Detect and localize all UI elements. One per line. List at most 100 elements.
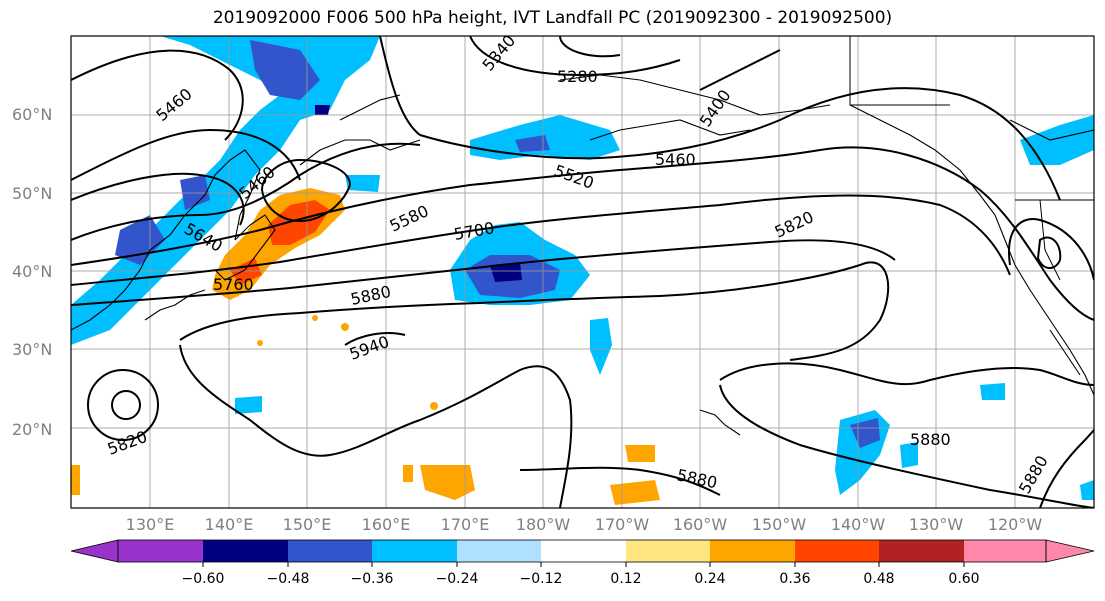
graticule — [71, 36, 1094, 508]
map-title: 2019092000 F006 500 hPa height, IVT Land… — [212, 8, 893, 28]
colorbar-tick-label: 0.36 — [779, 571, 811, 587]
contour-line — [87, 369, 159, 441]
contour-label: 5460 — [152, 84, 195, 125]
contour-label: 5820 — [772, 207, 817, 241]
contour-label: 5880 — [675, 465, 719, 492]
contour-line — [559, 36, 621, 58]
map-frame — [70, 35, 1095, 509]
height-contours — [71, 36, 1094, 508]
contour-line — [71, 49, 244, 141]
contour-label: 5880 — [1015, 452, 1052, 497]
coastlines — [71, 74, 1094, 436]
colorbar-tick-label: −0.36 — [350, 571, 394, 587]
colorbar-swatch — [541, 540, 626, 562]
longitude-label: 170°W — [594, 515, 650, 534]
ivt-positive-region — [268, 200, 330, 245]
contour-line — [1039, 429, 1094, 508]
ivt-positive-region — [610, 480, 660, 505]
colorbar-tick-label: −0.60 — [181, 571, 225, 587]
colorbar-tick-label: 0.12 — [610, 571, 642, 587]
latitude-label: 30°N — [12, 340, 53, 359]
contour-label: 5880 — [910, 430, 951, 449]
latitude-label: 60°N — [12, 105, 53, 124]
ivt-negative-region — [345, 175, 380, 192]
contour-line — [1008, 218, 1094, 281]
ivt-negative-region — [1020, 115, 1094, 165]
colorbar-swatch — [964, 540, 1046, 562]
ivt-positive-region — [71, 465, 80, 495]
latitude-label: 40°N — [12, 262, 53, 281]
contour-line — [111, 390, 141, 420]
colorbar-extend-high — [1045, 539, 1095, 563]
colorbar-tick-label: −0.12 — [519, 571, 563, 587]
contour-line — [179, 261, 890, 361]
colorbar-swatch — [626, 540, 710, 562]
longitude-label: 160°E — [361, 515, 411, 534]
contour-label: 5820 — [105, 427, 150, 459]
colorbar-tick-label: −0.24 — [435, 571, 479, 587]
ivt-positive-region — [312, 315, 318, 321]
longitude-label: 180°W — [515, 515, 571, 534]
ivt-shading — [71, 36, 1094, 505]
boundaries — [849, 36, 1094, 281]
colorbar-swatch — [795, 540, 879, 562]
colorbar-swatch — [710, 540, 795, 562]
longitude-label: 130°W — [908, 515, 964, 534]
ivt-positive-region — [420, 465, 475, 500]
contour-line — [344, 332, 406, 346]
longitude-label: 150°W — [751, 515, 807, 534]
contour-label: 5520 — [552, 161, 597, 193]
contour-line — [379, 36, 1061, 201]
contour-line — [71, 194, 1011, 286]
longitude-label: 120°W — [987, 515, 1043, 534]
ivt-negative-region — [235, 396, 262, 414]
contour-line — [260, 158, 351, 222]
contour-line — [469, 36, 681, 77]
colorbar-frame — [117, 539, 1047, 563]
ivt-negative-region — [980, 383, 1005, 400]
colorbar-swatch — [118, 540, 203, 562]
contour-label: 5460 — [655, 150, 696, 169]
colorbar-swatch — [203, 540, 288, 562]
longitude-label: 130°E — [125, 515, 175, 534]
contour-label: 5760 — [213, 275, 254, 294]
colorbar-tick-label: 0.24 — [694, 571, 726, 587]
ivt-negative-region — [315, 105, 330, 115]
contour-line — [71, 172, 245, 226]
ivt-negative-region — [515, 135, 550, 152]
colorbar-tick-label: 0.60 — [948, 571, 980, 587]
contour-label: 5400 — [696, 86, 735, 130]
ivt-positive-region — [257, 340, 263, 346]
contour-line — [179, 344, 573, 508]
ivt-positive-region — [625, 445, 655, 462]
contour-line — [719, 384, 1094, 508]
contour-line — [719, 362, 1094, 386]
contour-line — [71, 142, 421, 241]
contour-line — [71, 128, 301, 181]
longitude-label: 150°E — [282, 515, 332, 534]
contour-line — [1036, 236, 1062, 269]
colorbar-tick-label: 0.48 — [863, 571, 895, 587]
ivt-positive-region — [430, 402, 438, 410]
contour-line — [71, 239, 896, 306]
contour-label: 5280 — [557, 67, 598, 86]
contour-line — [699, 49, 781, 91]
colorbar-swatch — [372, 540, 457, 562]
colorbar-extend-low — [70, 539, 119, 563]
latitude-label: 50°N — [12, 184, 53, 203]
contour-label: 5580 — [387, 201, 432, 235]
colorbar-swatch — [288, 540, 372, 562]
ivt-positive-region — [341, 323, 349, 331]
ivt-negative-region — [490, 262, 522, 282]
longitude-label: 160°W — [672, 515, 728, 534]
ivt-negative-region — [900, 442, 918, 468]
longitude-label: 140°W — [830, 515, 886, 534]
ivt-negative-region — [71, 36, 380, 345]
ivt-negative-region — [1080, 480, 1094, 500]
contour-line — [519, 466, 721, 496]
contour-label: 5940 — [347, 332, 392, 364]
longitude-label: 140°E — [204, 515, 254, 534]
colorbar-tick-label: −0.48 — [266, 571, 310, 587]
ivt-positive-region — [403, 465, 413, 482]
